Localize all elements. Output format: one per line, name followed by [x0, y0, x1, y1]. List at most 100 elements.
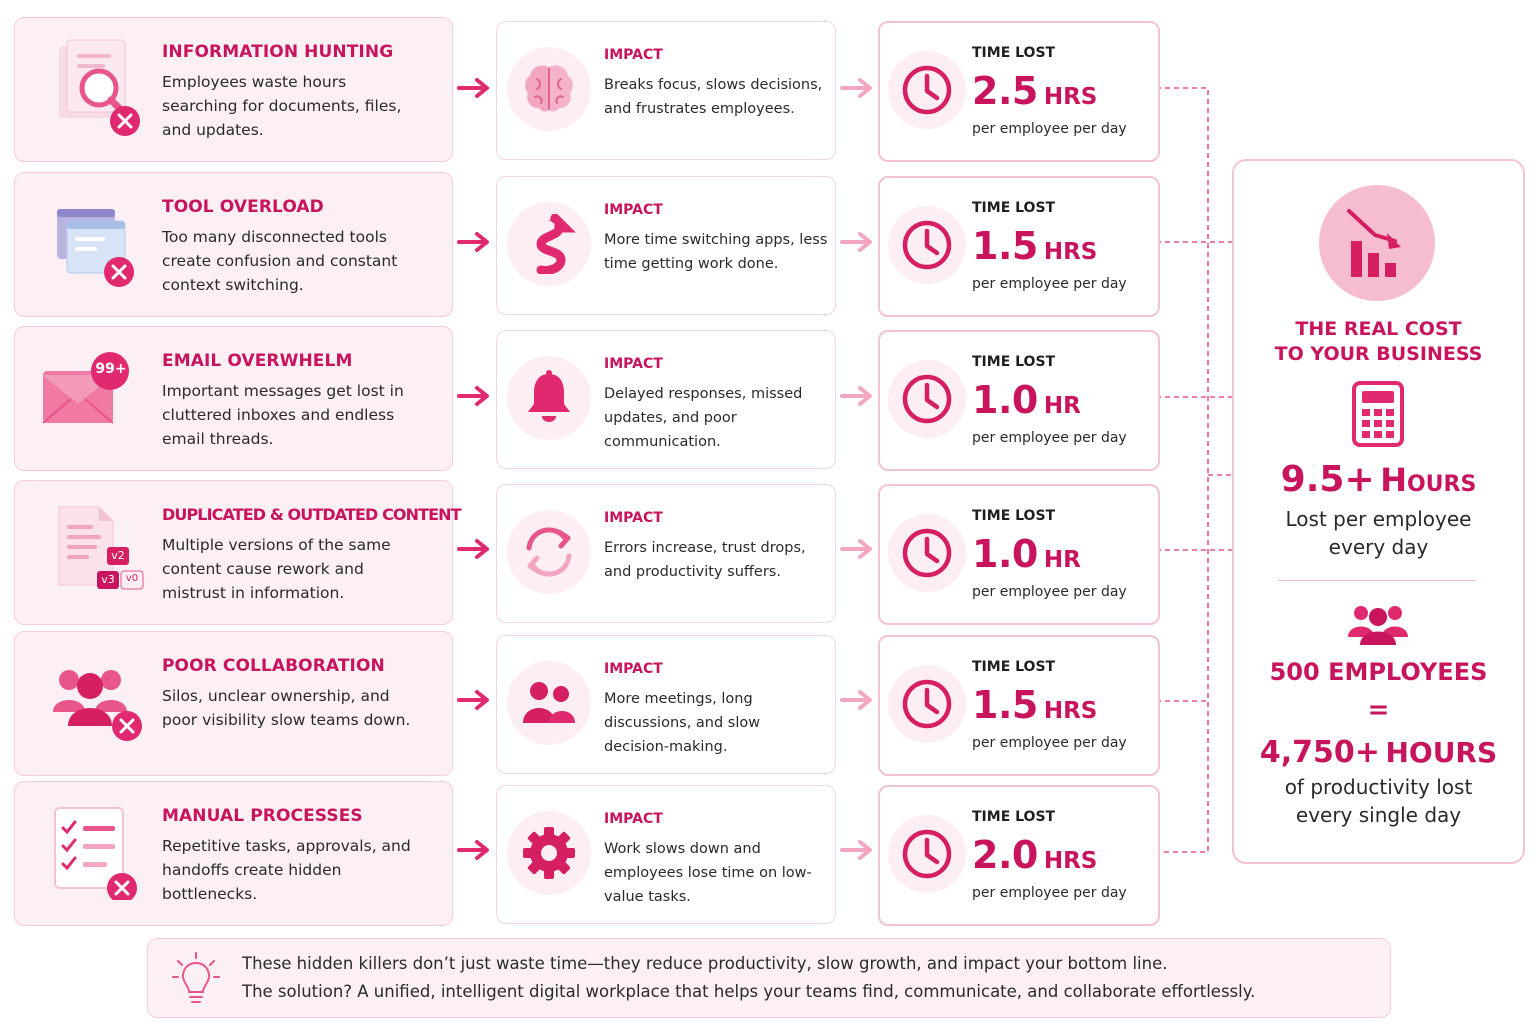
arrow-right-icon [840, 539, 872, 559]
impact-card: IMPACT More time switching apps, less ti… [496, 176, 836, 315]
impact-label: IMPACT [604, 47, 663, 63]
time-lost-per: per employee per day [972, 276, 1127, 292]
time-lost-unit: HR [1043, 393, 1081, 419]
two-people-icon [523, 682, 575, 723]
problem-card-poor-collaboration: POOR COLLABORATION Silos, unclear owners… [14, 631, 453, 776]
time-lost-value: 1.5 [972, 224, 1038, 268]
summary-hours-unit: Hours [1380, 461, 1477, 499]
problem-card-email-overwhelm: 99+ EMAIL OVERWHELM Important messages g… [14, 326, 453, 471]
summary-equals: = [1367, 695, 1390, 725]
bell-icon [528, 370, 570, 422]
problem-title: EMAIL OVERWHELM [162, 351, 353, 371]
clock-icon [902, 220, 952, 270]
footer-line2: The solution? A unified, intelligent dig… [242, 982, 1256, 1001]
document-versions-icon [58, 506, 144, 590]
stacked-windows-icon [57, 209, 134, 287]
time-lost-label: TIME LOST [972, 45, 1056, 61]
arrow-right-icon [457, 78, 489, 98]
checklist-icon [54, 807, 137, 900]
time-lost-per: per employee per day [972, 584, 1127, 600]
time-lost-value: 2.5 [972, 69, 1038, 113]
arrow-right-icon [457, 539, 489, 559]
impact-card: IMPACT More meetings, long discussions, … [496, 635, 836, 774]
chart-down-badge [1319, 185, 1435, 301]
summary-total-unit: HOURS [1385, 736, 1498, 769]
time-lost-per: per employee per day [972, 735, 1127, 751]
problem-title: DUPLICATED & OUTDATED CONTENT [162, 505, 462, 524]
time-lost-unit: HRS [1043, 84, 1098, 110]
time-lost-label: TIME LOST [972, 508, 1056, 524]
problem-title: POOR COLLABORATION [162, 656, 385, 676]
time-lost-card: TIME LOST 2.0 HRS per employee per day [878, 785, 1160, 926]
time-lost-unit: HRS [1043, 698, 1098, 724]
time-lost-card: TIME LOST 1.0 HR per employee per day [878, 484, 1160, 625]
impact-card: IMPACT Delayed responses, missed updates… [496, 330, 836, 469]
clock-icon [902, 679, 952, 729]
problem-text: Employees waste hours searching for docu… [162, 73, 402, 139]
impact-label: IMPACT [604, 510, 663, 526]
employees-group-icon [1348, 606, 1408, 645]
impact-text: Errors increase, trust drops, and produc… [604, 540, 806, 580]
time-lost-card: TIME LOST 1.5 HRS per employee per day [878, 635, 1160, 776]
connector-lines [1156, 87, 1232, 853]
arrow-right-icon [457, 840, 489, 860]
people-group-icon [53, 670, 142, 741]
arrow-right-icon [840, 386, 872, 406]
problem-text: Repetitive tasks, approvals, and handoff… [162, 837, 411, 903]
time-lost-value: 1.0 [972, 532, 1038, 576]
arrow-right-icon [840, 232, 872, 252]
arrow-right-icon [457, 690, 489, 710]
impact-card: IMPACT Breaks focus, slows decisions, an… [496, 21, 836, 160]
version-tag: v2 [111, 549, 125, 562]
problem-card-manual-processes: MANUAL PROCESSES Repetitive tasks, appro… [14, 781, 453, 926]
footer-banner: These hidden killers don’t just waste ti… [147, 938, 1391, 1018]
summary-total-caption-line1: of productivity lost [1284, 775, 1473, 799]
time-lost-unit: HRS [1043, 848, 1098, 874]
problem-text: Multiple versions of the same content ca… [162, 536, 391, 602]
time-lost-card: TIME LOST 1.5 HRS per employee per day [878, 176, 1160, 317]
version-tag: v0 [125, 573, 139, 584]
brain-icon [525, 65, 573, 112]
impact-card: IMPACT Errors increase, trust drops, and… [496, 484, 836, 623]
problem-title: TOOL OVERLOAD [162, 197, 324, 217]
time-lost-per: per employee per day [972, 885, 1127, 901]
impact-label: IMPACT [604, 356, 663, 372]
summary-employees: 500 EMPLOYEES [1269, 658, 1488, 686]
time-lost-value: 1.0 [972, 378, 1038, 422]
arrow-right-icon [840, 840, 872, 860]
problem-text: Too many disconnected tools create confu… [162, 228, 398, 294]
time-lost-value: 1.5 [972, 683, 1038, 727]
arrow-right-icon [457, 232, 489, 252]
problem-text: Silos, unclear ownership, and poor visib… [162, 687, 411, 729]
summary-panel: THE REAL COST TO YOUR BUSINESS 9.5+ Hour… [1232, 159, 1525, 864]
summary-total-caption-line2: every single day [1295, 803, 1462, 827]
problem-card-tool-overload: TOOL OVERLOAD Too many disconnected tool… [14, 172, 453, 317]
impact-text: Work slows down and employees lose time … [604, 841, 812, 905]
time-lost-value: 2.0 [972, 833, 1038, 877]
problem-card-duplicated-content: v2 v3 v0 DUPLICATED & OUTDATED CONTENT M… [14, 480, 462, 625]
gear-icon [523, 827, 575, 879]
time-lost-per: per employee per day [972, 430, 1127, 446]
impact-label: IMPACT [604, 811, 663, 827]
time-lost-label: TIME LOST [972, 200, 1056, 216]
summary-divider [1278, 580, 1476, 581]
summary-hours-caption-line1: Lost per employee [1285, 507, 1472, 531]
impact-label: IMPACT [604, 202, 663, 218]
impact-card: IMPACT Work slows down and employees los… [496, 785, 836, 924]
impact-text: Breaks focus, slows decisions, and frust… [604, 77, 823, 117]
summary-hours-value: 9.5+ [1280, 459, 1375, 500]
clock-icon [902, 528, 952, 578]
summary-total-value: 4,750+ [1259, 735, 1380, 770]
lightbulb-icon [172, 952, 220, 1003]
time-lost-unit: HRS [1043, 239, 1098, 265]
problem-title: MANUAL PROCESSES [162, 806, 363, 826]
time-lost-card: TIME LOST 1.0 HR per employee per day [878, 330, 1160, 471]
version-tag: v3 [101, 573, 115, 586]
chart-down-icon [1347, 209, 1401, 277]
time-lost-label: TIME LOST [972, 354, 1056, 370]
footer-line1: These hidden killers don’t just waste ti… [242, 954, 1168, 973]
envelope-icon [42, 352, 129, 424]
clock-icon [902, 374, 952, 424]
impact-label: IMPACT [604, 661, 663, 677]
time-lost-per: per employee per day [972, 121, 1127, 137]
